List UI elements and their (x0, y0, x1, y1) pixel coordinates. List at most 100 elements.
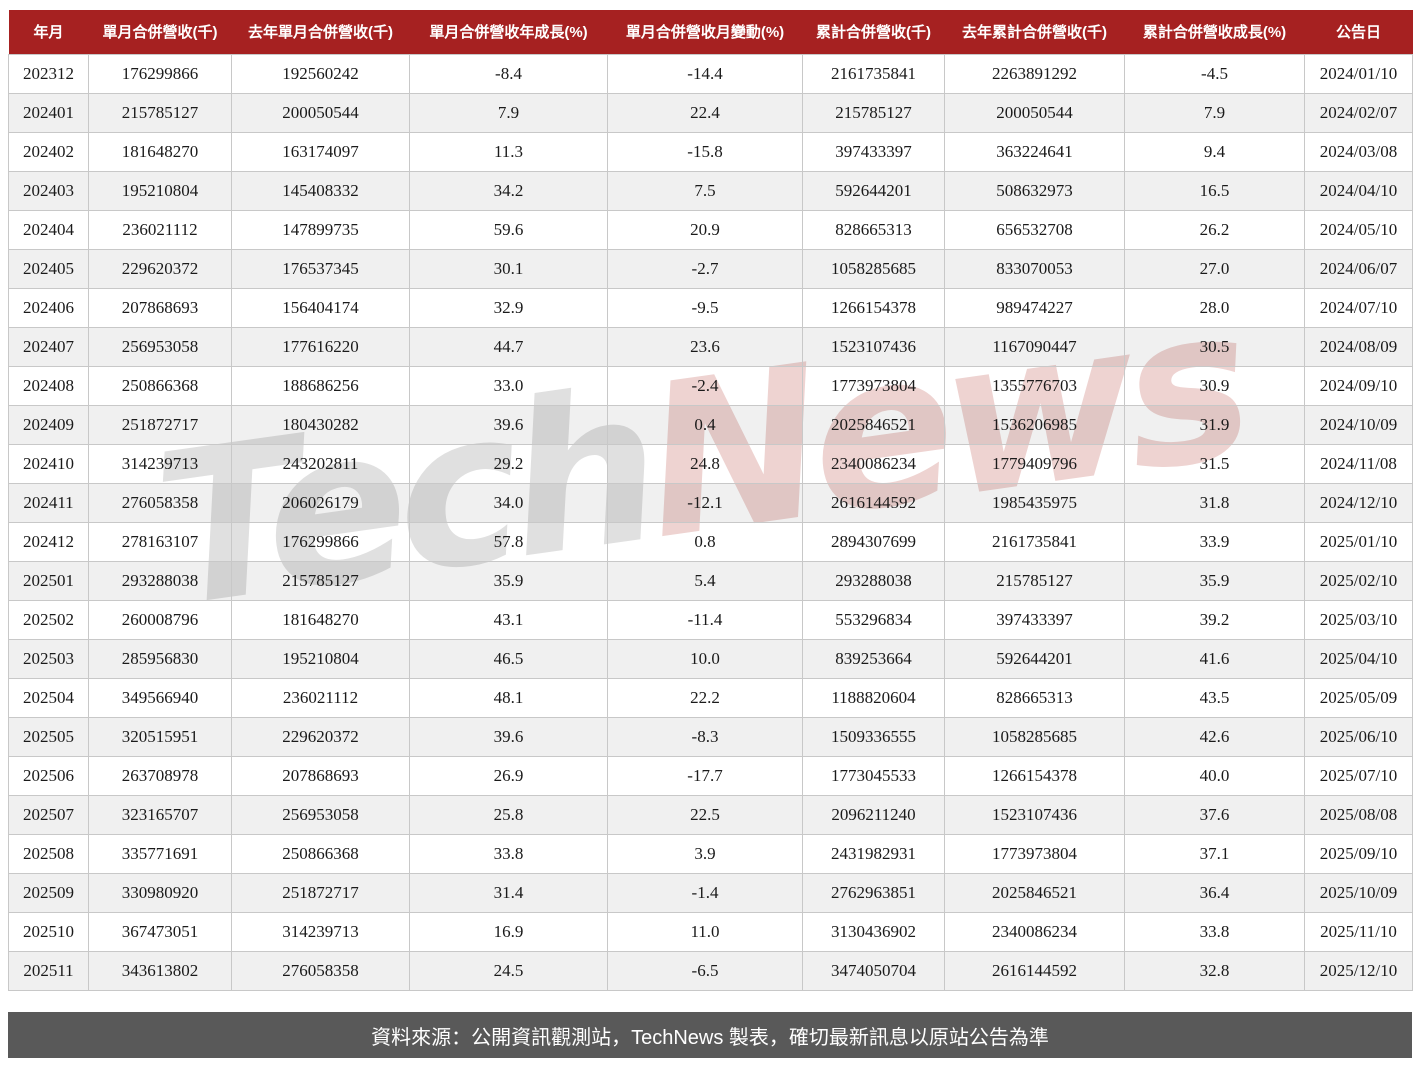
table-cell: 44.7 (409, 326, 608, 367)
table-cell: 35.9 (409, 560, 608, 601)
table-cell: 2025/03/10 (1304, 599, 1413, 640)
table-cell: 25.8 (409, 794, 608, 835)
table-cell: 202406 (8, 287, 89, 328)
table-cell: 202506 (8, 755, 89, 796)
table-cell: -17.7 (607, 755, 803, 796)
table-cell: 397433397 (944, 599, 1125, 640)
table-cell: 180430282 (231, 404, 410, 445)
table-cell: 276058358 (88, 482, 232, 523)
table-cell: 592644201 (944, 638, 1125, 679)
footer-bar: 資料來源：公開資訊觀測站，TechNews 製表，確切最新訊息以原站公告為準 (8, 1012, 1412, 1058)
table-cell: 202402 (8, 131, 89, 172)
table-row: 202501 293288038 215785127 35.9 5.4 293288038… (8, 560, 1413, 601)
table-cell: 2340086234 (802, 443, 945, 484)
table-cell: -4.5 (1124, 53, 1305, 94)
table-cell: 11.3 (409, 131, 608, 172)
table-cell: 202502 (8, 599, 89, 640)
table-row: 202504 349566940 236021112 48.1 22.2 11888206… (8, 677, 1413, 718)
table-cell: 2025/09/10 (1304, 833, 1413, 874)
table-row: 202405 229620372 176537345 30.1 -2.7 10582856… (8, 248, 1413, 289)
table-cell: 206026179 (231, 482, 410, 523)
table-cell: 176299866 (88, 53, 232, 94)
column-header-1: 單月合併營收(千) (88, 10, 232, 54)
table-cell: 1985435975 (944, 482, 1125, 523)
table-cell: -6.5 (607, 950, 803, 991)
table-row: 202407 256953058 177616220 44.7 23.6 15231074… (8, 326, 1413, 367)
table-cell: -9.5 (607, 287, 803, 328)
table-cell: 2025/04/10 (1304, 638, 1413, 679)
table-cell: 1523107436 (802, 326, 945, 367)
table-cell: 251872717 (88, 404, 232, 445)
table-cell: 229620372 (88, 248, 232, 289)
table-cell: 33.8 (409, 833, 608, 874)
table-cell: -15.8 (607, 131, 803, 172)
table-row: 202511 343613802 276058358 24.5 -6.5 34740507… (8, 950, 1413, 991)
column-header-4: 單月合併營收月變動(%) (607, 10, 803, 54)
table-cell: 2616144592 (944, 950, 1125, 991)
table-cell: 1773973804 (802, 365, 945, 406)
table-cell: 3.9 (607, 833, 803, 874)
table-cell: -12.1 (607, 482, 803, 523)
table-cell: 202401 (8, 92, 89, 133)
table-cell: 2431982931 (802, 833, 945, 874)
table-cell: 2024/09/10 (1304, 365, 1413, 406)
table-cell: 36.4 (1124, 872, 1305, 913)
table-row: 202403 195210804 145408332 34.2 7.5 592644201… (8, 170, 1413, 211)
table-cell: 285956830 (88, 638, 232, 679)
table-cell: 3130436902 (802, 911, 945, 952)
table-cell: 200050544 (944, 92, 1125, 133)
table-cell: 24.8 (607, 443, 803, 484)
table-cell: 349566940 (88, 677, 232, 718)
table-cell: 39.2 (1124, 599, 1305, 640)
column-header-6: 去年累計合併營收(千) (944, 10, 1125, 54)
table-cell: 1058285685 (802, 248, 945, 289)
table-cell: 30.5 (1124, 326, 1305, 367)
table-cell: 30.1 (409, 248, 608, 289)
table-cell: 2025846521 (802, 404, 945, 445)
column-header-5: 累計合併營收(千) (802, 10, 945, 54)
table-cell: 2025/05/09 (1304, 677, 1413, 718)
table-cell: 26.9 (409, 755, 608, 796)
table-row: 202506 263708978 207868693 26.9 -17.7 1773045… (8, 755, 1413, 796)
table-cell: 202510 (8, 911, 89, 952)
column-header-3: 單月合併營收年成長(%) (409, 10, 608, 54)
table-cell: 293288038 (88, 560, 232, 601)
table-cell: 145408332 (231, 170, 410, 211)
table-cell: -2.4 (607, 365, 803, 406)
table-cell: 31.4 (409, 872, 608, 913)
table-cell: 2894307699 (802, 521, 945, 562)
table-cell: 0.8 (607, 521, 803, 562)
table-cell: 202503 (8, 638, 89, 679)
column-header-0: 年月 (8, 10, 89, 54)
table-cell: 1773973804 (944, 833, 1125, 874)
table-cell: 202511 (8, 950, 89, 991)
table-row: 202510 367473051 314239713 16.9 11.0 31304369… (8, 911, 1413, 952)
table-cell: 202412 (8, 521, 89, 562)
table-cell: 46.5 (409, 638, 608, 679)
table-cell: -8.4 (409, 53, 608, 94)
table-row: 202508 335771691 250866368 33.8 3.9 243198293… (8, 833, 1413, 874)
table-cell: 31.8 (1124, 482, 1305, 523)
table-cell: 9.4 (1124, 131, 1305, 172)
table-cell: 181648270 (88, 131, 232, 172)
table-cell: 215785127 (88, 92, 232, 133)
table-cell: 202509 (8, 872, 89, 913)
table-cell: 26.2 (1124, 209, 1305, 250)
table-cell: 2025/06/10 (1304, 716, 1413, 757)
table-cell: 839253664 (802, 638, 945, 679)
table-cell: 202411 (8, 482, 89, 523)
table-cell: 833070053 (944, 248, 1125, 289)
table-cell: 192560242 (231, 53, 410, 94)
table-cell: 250866368 (88, 365, 232, 406)
table-cell: 202507 (8, 794, 89, 835)
table-cell: 202408 (8, 365, 89, 406)
table-cell: 256953058 (231, 794, 410, 835)
table-cell: 2024/02/07 (1304, 92, 1413, 133)
table-cell: -2.7 (607, 248, 803, 289)
table-cell: 276058358 (231, 950, 410, 991)
table-cell: 2616144592 (802, 482, 945, 523)
table-cell: 1355776703 (944, 365, 1125, 406)
table-cell: 33.8 (1124, 911, 1305, 952)
table-cell: 22.5 (607, 794, 803, 835)
